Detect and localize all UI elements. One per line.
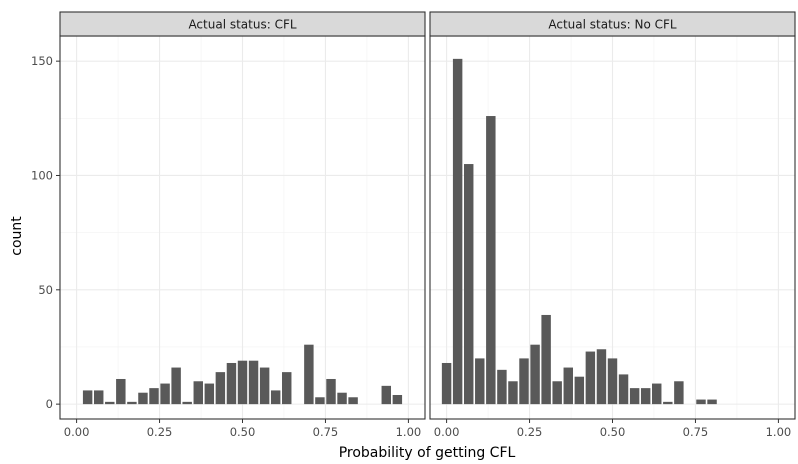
histogram-bar	[519, 358, 529, 405]
histogram-bar	[707, 399, 717, 405]
x-tick-label: 1.00	[396, 425, 422, 439]
y-tick-label: 150	[31, 54, 53, 68]
histogram-bar	[259, 367, 270, 405]
facet-strip	[429, 11, 796, 37]
histogram-bar	[508, 381, 518, 405]
facet-panel-1: Actual status: CFL 0.00 0.25 0.50 0.75 1.00 0 5…	[31, 11, 426, 439]
facet-strip-label: Actual status: CFL	[188, 18, 296, 32]
histogram-bar	[452, 58, 463, 405]
x-tick-label: 0.50	[230, 425, 256, 439]
histogram-bar	[193, 381, 203, 405]
histogram-bar	[475, 358, 485, 405]
histogram-bar	[463, 164, 474, 405]
y-tick-label: 100	[31, 168, 53, 182]
histogram-bar	[326, 378, 336, 405]
histogram-bar	[486, 116, 496, 405]
histogram-bar	[629, 388, 640, 405]
facet-strip	[59, 11, 426, 37]
histogram-bar	[607, 358, 618, 405]
histogram-bar	[696, 399, 706, 405]
x-tick-label: 0.00	[434, 425, 460, 439]
histogram-bar	[652, 383, 662, 405]
histogram-bar	[337, 392, 347, 405]
histogram-bar	[640, 388, 651, 405]
y-tick-label: 0	[46, 397, 53, 411]
histogram-bar	[138, 392, 148, 405]
histogram-bar	[215, 372, 226, 405]
histogram-bar	[304, 344, 314, 405]
histogram-bar	[674, 381, 684, 405]
histogram-bar	[248, 360, 259, 405]
histogram-bar	[315, 397, 325, 405]
histogram-bar	[552, 381, 562, 405]
facet-strip-label: Actual status: No CFL	[548, 18, 677, 32]
histogram-bar	[497, 369, 507, 405]
histogram-bar	[82, 390, 93, 405]
histogram-bar	[596, 349, 607, 405]
x-tick-label: 1.00	[766, 425, 792, 439]
histogram-bar	[105, 401, 115, 405]
histogram-bar	[116, 378, 126, 405]
x-tick-label: 0.00	[64, 425, 90, 439]
x-axis-title: Probability of getting CFL	[339, 445, 516, 461]
facet-panel-2: Actual status: No CFL 0.00 0.25 0.50 0.75 1.0…	[429, 11, 796, 439]
histogram-bar	[182, 401, 192, 405]
x-tick-label: 0.75	[313, 425, 339, 439]
x-tick-label: 0.25	[147, 425, 173, 439]
histogram-bar	[574, 376, 585, 405]
histogram-bar	[392, 394, 403, 405]
histogram-bar	[563, 367, 573, 405]
histogram-bar	[226, 362, 237, 405]
y-tick-label: 50	[38, 283, 53, 297]
histogram-bar	[348, 397, 358, 405]
histogram-bar	[663, 401, 673, 405]
histogram-bar	[381, 385, 392, 405]
x-tick-label: 0.25	[517, 425, 543, 439]
histogram-bar	[282, 372, 292, 405]
y-axis-title: count	[9, 216, 25, 256]
x-tick-label: 0.75	[683, 425, 709, 439]
histogram-bar	[270, 390, 281, 405]
histogram-bar	[585, 351, 596, 405]
x-tick-label: 0.50	[600, 425, 626, 439]
histogram-bar	[160, 383, 170, 405]
histogram-bar	[127, 401, 137, 405]
histogram-bar	[204, 383, 215, 405]
histogram-bar	[541, 314, 551, 405]
histogram-bar	[530, 344, 540, 405]
histogram-bar	[441, 362, 452, 405]
histogram-bar	[149, 388, 159, 405]
histogram-bar	[237, 360, 248, 405]
histogram-bar	[93, 390, 104, 405]
histogram-bar	[618, 374, 629, 405]
histogram-bar	[171, 367, 181, 405]
